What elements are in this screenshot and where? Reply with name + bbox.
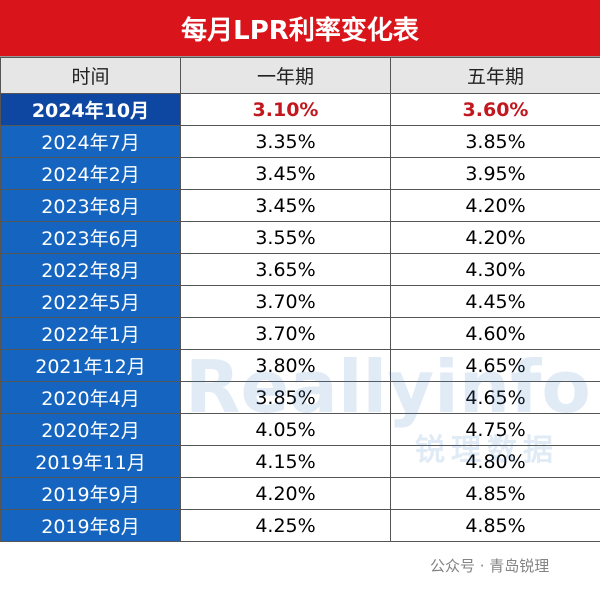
rate-cell: 3.10% xyxy=(180,93,391,126)
data-row: 2022年8月 3.65% 4.30% xyxy=(0,253,600,286)
date-cell: 2019年8月 xyxy=(0,509,181,542)
date-cell: 2024年10月 xyxy=(0,93,181,126)
data-row: 2024年7月 3.35% 3.85% xyxy=(0,125,600,158)
rate-cell: 3.65% xyxy=(180,253,391,286)
date-cell: 2021年12月 xyxy=(0,349,181,382)
rate-cell: 4.20% xyxy=(180,477,391,510)
rate-cell: 3.55% xyxy=(180,221,391,254)
date-cell: 2019年11月 xyxy=(0,445,181,478)
data-row: 2019年8月 4.25% 4.85% xyxy=(0,509,600,542)
rate-cell: 3.45% xyxy=(180,157,391,190)
rate-cell: 4.20% xyxy=(390,189,600,222)
header-row: 时间 一年期 五年期 xyxy=(0,57,600,94)
data-row: 2022年1月 3.70% 4.60% xyxy=(0,317,600,350)
rate-cell: 3.45% xyxy=(180,189,391,222)
rate-cell: 3.70% xyxy=(180,317,391,350)
rate-cell: 4.75% xyxy=(390,413,600,446)
data-row: 2021年12月 3.80% 4.65% xyxy=(0,349,600,382)
rate-cell: 3.85% xyxy=(180,381,391,414)
table-title: 每月LPR利率变化表 xyxy=(0,0,600,57)
data-row: 2019年11月 4.15% 4.80% xyxy=(0,445,600,478)
rate-cell: 4.05% xyxy=(180,413,391,446)
rate-cell: 4.65% xyxy=(390,349,600,382)
data-row: 2020年4月 3.85% 4.65% xyxy=(0,381,600,414)
lpr-table: 时间 一年期 五年期 2024年10月 3.10% 3.60% 2024年7月 3.35% 3.… xyxy=(0,57,600,542)
date-cell: 2024年2月 xyxy=(0,157,181,190)
rate-cell: 3.80% xyxy=(180,349,391,382)
rate-cell: 3.85% xyxy=(390,125,600,158)
data-row: 2022年5月 3.70% 4.45% xyxy=(0,285,600,318)
rate-cell: 3.35% xyxy=(180,125,391,158)
rate-cell: 4.85% xyxy=(390,509,600,542)
rate-cell: 4.25% xyxy=(180,509,391,542)
watermark-source: 公众号 · 青岛锐理 xyxy=(430,557,550,575)
rate-cell: 3.60% xyxy=(390,93,600,126)
date-cell: 2022年8月 xyxy=(0,253,181,286)
header-cell: 一年期 xyxy=(180,57,391,94)
rate-cell: 4.65% xyxy=(390,381,600,414)
rate-cell: 4.45% xyxy=(390,285,600,318)
rate-cell: 4.30% xyxy=(390,253,600,286)
date-cell: 2022年1月 xyxy=(0,317,181,350)
rate-cell: 4.15% xyxy=(180,445,391,478)
data-row: 2024年10月 3.10% 3.60% xyxy=(0,93,600,126)
date-cell: 2023年8月 xyxy=(0,189,181,222)
rate-cell: 4.80% xyxy=(390,445,600,478)
date-cell: 2023年6月 xyxy=(0,221,181,254)
rate-cell: 3.70% xyxy=(180,285,391,318)
date-cell: 2020年2月 xyxy=(0,413,181,446)
data-row: 2019年9月 4.20% 4.85% xyxy=(0,477,600,510)
data-row: 2024年2月 3.45% 3.95% xyxy=(0,157,600,190)
rate-cell: 3.95% xyxy=(390,157,600,190)
data-row: 2023年8月 3.45% 4.20% xyxy=(0,189,600,222)
data-row: 2020年2月 4.05% 4.75% xyxy=(0,413,600,446)
header-cell: 时间 xyxy=(0,57,181,94)
date-cell: 2022年5月 xyxy=(0,285,181,318)
date-cell: 2019年9月 xyxy=(0,477,181,510)
rate-cell: 4.20% xyxy=(390,221,600,254)
date-cell: 2024年7月 xyxy=(0,125,181,158)
rate-cell: 4.85% xyxy=(390,477,600,510)
date-cell: 2020年4月 xyxy=(0,381,181,414)
header-cell: 五年期 xyxy=(390,57,600,94)
rate-cell: 4.60% xyxy=(390,317,600,350)
data-row: 2023年6月 3.55% 4.20% xyxy=(0,221,600,254)
